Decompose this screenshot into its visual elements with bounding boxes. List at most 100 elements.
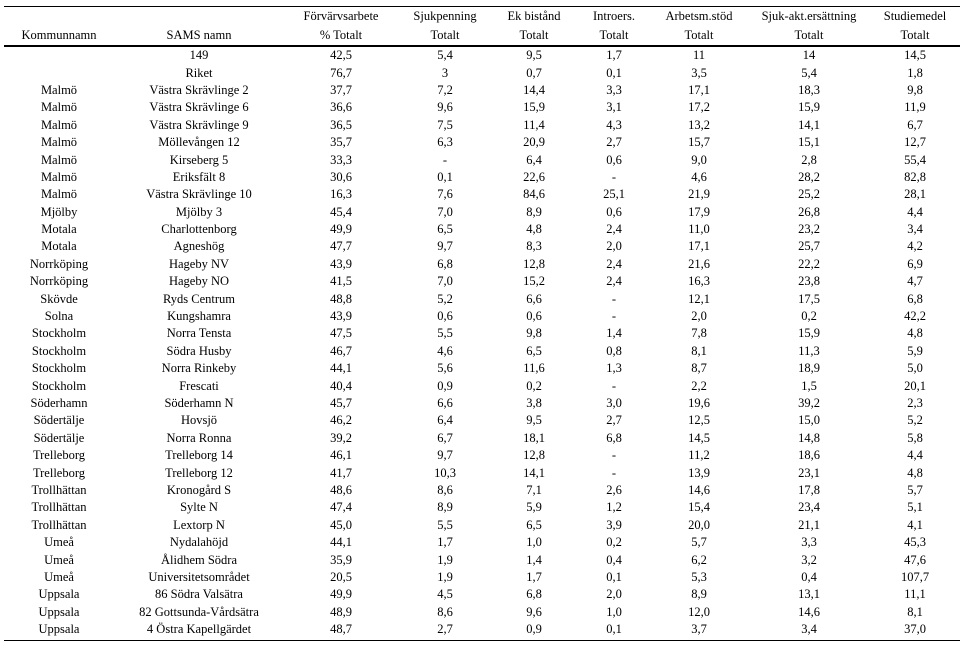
table-cell: 20,0: [652, 518, 746, 533]
table-cell: 4,6: [652, 170, 746, 185]
table-cell: 22,2: [746, 257, 872, 272]
table-cell: 17,9: [652, 205, 746, 220]
table-cell: Söderhamn: [4, 396, 114, 411]
table-row: MalmöVästra Skrävlinge 936,57,511,44,313…: [4, 117, 960, 134]
table-cell: 4,1: [872, 518, 958, 533]
table-cell: 0,1: [576, 570, 652, 585]
table-cell: 23,1: [746, 466, 872, 481]
table-cell: 41,7: [284, 466, 398, 481]
table-cell: 5,9: [492, 500, 576, 515]
table-row: TrollhättanLextorp N45,05,56,53,920,021,…: [4, 517, 960, 534]
table-cell: 4,8: [872, 466, 958, 481]
table-cell: 49,9: [284, 587, 398, 602]
table-cell: 6,6: [398, 396, 492, 411]
table-cell: 15,0: [746, 413, 872, 428]
table-cell: 47,6: [872, 553, 958, 568]
table-cell: 9,8: [872, 83, 958, 98]
table-cell: 14,1: [492, 466, 576, 481]
table-cell: 45,4: [284, 205, 398, 220]
table-cell: 2,4: [576, 222, 652, 237]
table-row: MotalaCharlottenborg49,96,54,82,411,023,…: [4, 221, 960, 238]
table-cell: 9,7: [398, 239, 492, 254]
table-cell: 15,2: [492, 274, 576, 289]
table-cell: -: [576, 379, 652, 394]
table-cell: 1,5: [746, 379, 872, 394]
table-cell: 0,4: [576, 553, 652, 568]
table-cell: 9,7: [398, 448, 492, 463]
table-cell: Skövde: [4, 292, 114, 307]
table-cell: 11,2: [652, 448, 746, 463]
table-cell: 11: [652, 48, 746, 63]
table-row: UmeåUniversitetsområdet20,51,91,70,15,30…: [4, 569, 960, 586]
table-cell: Trelleborg: [4, 466, 114, 481]
table-cell: 5,7: [652, 535, 746, 550]
table-cell: -: [576, 170, 652, 185]
table-cell: Malmö: [4, 100, 114, 115]
table-row: UmeåÅlidhem Södra35,91,91,40,46,23,247,6: [4, 551, 960, 568]
table-cell: 37,7: [284, 83, 398, 98]
table-cell: 0,6: [492, 309, 576, 324]
header-cell: Sjukpenning: [398, 9, 492, 24]
table-cell: 30,6: [284, 170, 398, 185]
table-row: SödertäljeHovsjö46,26,49,52,712,515,05,2: [4, 412, 960, 429]
table-cell: 6,5: [492, 518, 576, 533]
table-cell: Trelleborg 12: [114, 466, 284, 481]
table-cell: 46,2: [284, 413, 398, 428]
table-cell: 22,6: [492, 170, 576, 185]
table-cell: 36,5: [284, 118, 398, 133]
table-cell: Södra Husby: [114, 344, 284, 359]
table-cell: Riket: [114, 66, 284, 81]
table-cell: Södertälje: [4, 431, 114, 446]
table-cell: 1,2: [576, 500, 652, 515]
table-cell: 17,8: [746, 483, 872, 498]
table-cell: Trollhättan: [4, 518, 114, 533]
table-cell: 5,6: [398, 361, 492, 376]
table-cell: 15,9: [492, 100, 576, 115]
table-cell: Ryds Centrum: [114, 292, 284, 307]
table-cell: 2,4: [576, 274, 652, 289]
table-cell: Hovsjö: [114, 413, 284, 428]
table-cell: Universitetsområdet: [114, 570, 284, 585]
table-cell: 3,4: [872, 222, 958, 237]
table-cell: 76,7: [284, 66, 398, 81]
table-cell: Söderhamn N: [114, 396, 284, 411]
header-cell: Förvärvsarbete: [284, 9, 398, 24]
table-cell: 4,8: [872, 326, 958, 341]
table-cell: 33,3: [284, 153, 398, 168]
table-cell: 7,5: [398, 118, 492, 133]
table-cell: 43,9: [284, 257, 398, 272]
table-cell: Hageby NO: [114, 274, 284, 289]
table-cell: 28,1: [872, 187, 958, 202]
table-cell: 1,7: [492, 570, 576, 585]
table-row: TrollhättanSylte N47,48,95,91,215,423,45…: [4, 499, 960, 516]
table-cell: 20,9: [492, 135, 576, 150]
table-row: MalmöVästra Skrävlinge 237,77,214,43,317…: [4, 82, 960, 99]
table-cell: Malmö: [4, 135, 114, 150]
table-cell: 2,0: [576, 239, 652, 254]
table-cell: Motala: [4, 239, 114, 254]
table-cell: Frescati: [114, 379, 284, 394]
table-cell: 9,0: [652, 153, 746, 168]
table-cell: 2,0: [576, 587, 652, 602]
table-row: SkövdeRyds Centrum48,85,26,6-12,117,56,8: [4, 290, 960, 307]
table-cell: 2,8: [746, 153, 872, 168]
table-cell: Motala: [4, 222, 114, 237]
table-cell: Möllevången 12: [114, 135, 284, 150]
table-cell: 48,9: [284, 605, 398, 620]
table-cell: 11,6: [492, 361, 576, 376]
table-cell: 4,6: [398, 344, 492, 359]
table-cell: 6,2: [652, 553, 746, 568]
table-cell: 7,0: [398, 205, 492, 220]
table-cell: Trollhättan: [4, 500, 114, 515]
table-cell: 15,4: [652, 500, 746, 515]
table-cell: 8,9: [398, 500, 492, 515]
table-cell: 17,5: [746, 292, 872, 307]
table-cell: 5,4: [398, 48, 492, 63]
table-cell: 0,2: [746, 309, 872, 324]
table-cell: 45,3: [872, 535, 958, 550]
table-cell: 1,0: [576, 605, 652, 620]
header-cell: % Totalt: [284, 28, 398, 43]
table-cell: Västra Skrävlinge 6: [114, 100, 284, 115]
table-cell: 7,6: [398, 187, 492, 202]
table-cell: 7,8: [652, 326, 746, 341]
